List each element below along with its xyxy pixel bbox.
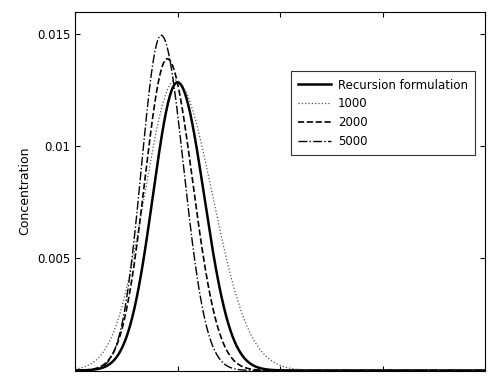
Recursion formulation	[260, 367, 266, 371]
Recursion formulation	[470, 368, 476, 373]
1000	[93, 358, 99, 363]
5000	[470, 368, 476, 373]
2000	[260, 368, 266, 372]
Recursion formulation	[395, 368, 401, 373]
1000	[272, 360, 278, 365]
5000	[158, 33, 164, 37]
Recursion formulation	[93, 367, 99, 372]
5000	[395, 368, 401, 373]
Recursion formulation	[482, 368, 488, 373]
Recursion formulation	[174, 80, 180, 85]
Line: Recursion formulation: Recursion formulation	[75, 82, 485, 370]
1000	[470, 368, 476, 373]
2000	[395, 368, 401, 373]
Recursion formulation	[72, 368, 78, 373]
1000	[260, 351, 266, 356]
1000	[482, 368, 488, 373]
Line: 5000: 5000	[75, 35, 485, 370]
Recursion formulation	[470, 368, 476, 373]
2000	[470, 368, 476, 373]
5000	[93, 367, 99, 371]
5000	[272, 368, 278, 373]
Recursion formulation	[272, 368, 278, 372]
1000	[470, 368, 476, 373]
2000	[272, 368, 278, 373]
5000	[482, 368, 488, 373]
2000	[164, 57, 170, 61]
Line: 2000: 2000	[75, 59, 485, 370]
5000	[470, 368, 476, 373]
2000	[482, 368, 488, 373]
5000	[72, 368, 78, 373]
5000	[260, 368, 266, 373]
1000	[72, 367, 78, 371]
2000	[93, 366, 99, 371]
Legend: Recursion formulation, 1000, 2000, 5000: Recursion formulation, 1000, 2000, 5000	[290, 71, 475, 155]
1000	[395, 368, 401, 373]
1000	[172, 78, 178, 82]
Y-axis label: Concentration: Concentration	[18, 147, 31, 235]
2000	[470, 368, 476, 373]
2000	[72, 368, 78, 373]
Line: 1000: 1000	[75, 80, 485, 370]
